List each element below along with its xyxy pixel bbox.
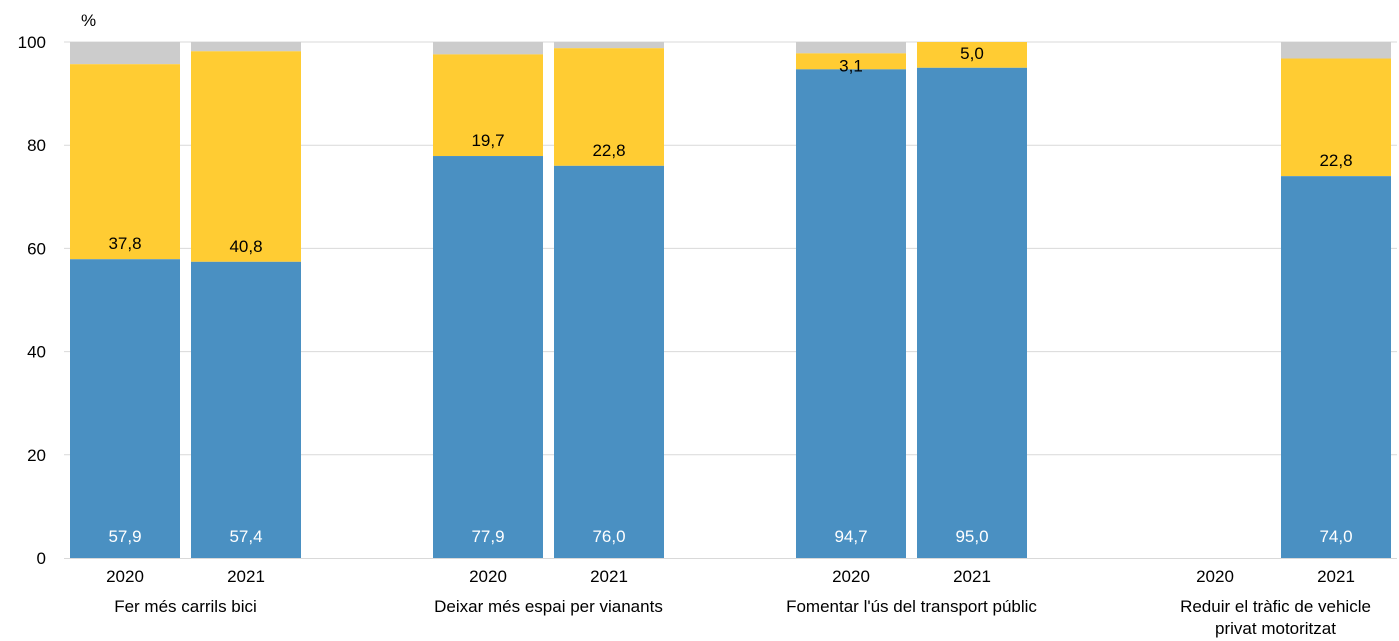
x-tick-label: 2020 [832, 567, 870, 586]
category-label: Fer més carrils bici [114, 597, 257, 616]
bar-segment-blue [917, 67, 1027, 559]
bar-layer [70, 42, 1391, 559]
axis-layer: 0 20 40 60 80 100% [18, 11, 1397, 568]
category-label: Deixar més espai per vianants [434, 597, 663, 616]
bar-segment-yellow [191, 51, 301, 262]
bar-segment-gray [70, 42, 180, 65]
data-label-yellow: 5,0 [960, 44, 984, 63]
bar-segment-blue [70, 259, 180, 558]
bar-segment-blue [191, 261, 301, 558]
bar-segment-gray [554, 42, 664, 49]
bar-segment-blue [433, 156, 543, 558]
x-tick-label: 2021 [1317, 567, 1355, 586]
bar-segment-yellow [1281, 58, 1391, 177]
x-tick-label: 2021 [590, 567, 628, 586]
data-label-yellow: 22,8 [592, 141, 625, 160]
x-tick-label: 2020 [1196, 567, 1234, 586]
bar-segment-blue [1281, 176, 1391, 558]
data-label-blue: 74,0 [1319, 527, 1352, 546]
y-tick-label: 60 [27, 239, 46, 258]
data-label-yellow: 22,8 [1319, 151, 1352, 170]
bar-segment-yellow [433, 54, 543, 157]
data-label-blue: 76,0 [592, 527, 625, 546]
data-label-blue: 57,4 [229, 527, 262, 546]
category-label: Fomentar l'ús del transport públic [786, 597, 1037, 616]
data-label-blue: 77,9 [471, 527, 504, 546]
y-tick-label: 0 [37, 549, 46, 568]
data-label-yellow: 40,8 [229, 237, 262, 256]
y-tick-label: 40 [27, 343, 46, 362]
data-label-yellow: 37,8 [108, 234, 141, 253]
bar-segment-gray [191, 42, 301, 52]
bar-segment-gray [1281, 42, 1391, 59]
label-layer: 2020 57,9 37,8 2021 57,4 40,8 Fer més carrils … [106, 44, 1371, 638]
bar-segment-gray [796, 42, 906, 54]
data-label-blue: 94,7 [834, 527, 867, 546]
data-label-blue: 95,0 [955, 527, 988, 546]
bar-segment-yellow [917, 42, 1027, 68]
bar-segment-blue [554, 165, 664, 558]
bar-segment-blue [796, 69, 906, 559]
data-label-yellow: 3,1 [839, 56, 863, 75]
x-tick-label: 2021 [953, 567, 991, 586]
x-tick-label: 2021 [227, 567, 265, 586]
category-label: Reduir el tràfic de vehicle [1180, 597, 1371, 616]
bar-segment-yellow [554, 48, 664, 166]
y-tick-label: 80 [27, 136, 46, 155]
bar-segment-yellow [796, 53, 906, 70]
category-label: privat motoritzat [1215, 619, 1336, 638]
y-tick-label: 100 [18, 33, 46, 52]
x-tick-label: 2020 [469, 567, 507, 586]
x-tick-label: 2020 [106, 567, 144, 586]
bar-segment-yellow [70, 64, 180, 260]
bar-segment-gray [433, 42, 543, 55]
y-tick-label: 20 [27, 446, 46, 465]
data-label-blue: 57,9 [108, 527, 141, 546]
data-label-yellow: 19,7 [471, 131, 504, 150]
y-axis-unit: % [81, 11, 96, 30]
